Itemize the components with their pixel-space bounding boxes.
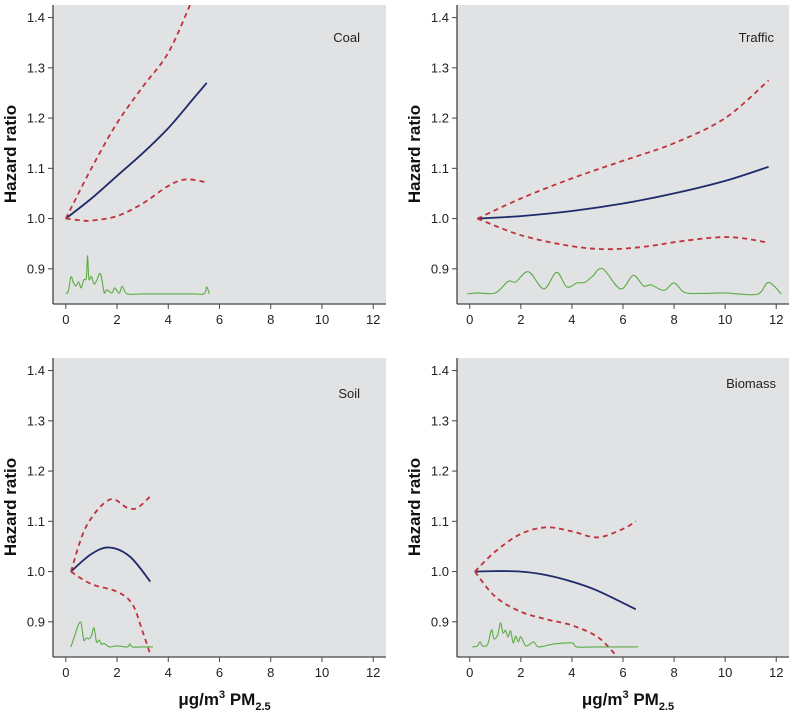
panel-label: Biomass <box>726 376 776 391</box>
panel-label: Traffic <box>739 30 775 45</box>
y-tick-label: 1.3 <box>27 60 45 75</box>
series-group <box>70 495 153 655</box>
y-tick-label: 1.2 <box>27 464 45 479</box>
x-axis-title: μg/m3 PM2.5 <box>582 689 674 713</box>
plot-area <box>457 5 789 304</box>
upper-ci-line <box>70 495 151 572</box>
x-tick-label: 4 <box>165 665 172 680</box>
x-tick-label: 6 <box>216 665 223 680</box>
upper-ci-line <box>64 5 191 220</box>
x-tick-label: 2 <box>113 312 120 327</box>
x-tick-label: 8 <box>670 665 677 680</box>
x-axis-title-pollutant: PM <box>225 690 255 709</box>
hazard-ratio-line <box>474 570 637 611</box>
x-tick-label: 10 <box>315 665 329 680</box>
panel-label: Coal <box>333 30 360 45</box>
hazard-ratio-line <box>70 546 152 583</box>
plot-area <box>53 5 386 304</box>
lower-ci-line <box>477 217 769 251</box>
y-tick-label: 1.0 <box>27 564 45 579</box>
x-axis-title: μg/m3 PM2.5 <box>178 689 270 713</box>
y-tick-label: 1.4 <box>27 363 45 378</box>
y-tick-label: 0.9 <box>27 261 45 276</box>
x-tick-label: 10 <box>718 312 732 327</box>
y-tick-label: 1.3 <box>431 413 449 428</box>
x-tick-label: 4 <box>568 665 575 680</box>
x-tick-label: 6 <box>619 665 626 680</box>
x-tick-label: 0 <box>62 665 69 680</box>
x-axis-title-superscript: 3 <box>219 689 225 701</box>
panel-biomass: 0.9 1.0 1.1 1.2 1.3 1.4 0 2 4 6 8 10 12 Hazard ratio B… <box>405 358 789 713</box>
lower-ci-line <box>65 178 207 222</box>
plot-area <box>53 358 386 657</box>
x-tick-label: 12 <box>366 312 380 327</box>
x-tick-label: 0 <box>62 312 69 327</box>
y-tick-label: 1.4 <box>431 363 449 378</box>
x-tick-label: 8 <box>267 312 274 327</box>
y-tick-label: 1.1 <box>27 161 45 176</box>
y-tick-label: 1.0 <box>27 211 45 226</box>
y-tick-label: 1.2 <box>431 111 449 126</box>
series-group <box>472 520 639 656</box>
x-tick-label: 12 <box>769 312 783 327</box>
upper-ci-line <box>477 79 770 220</box>
series-group <box>467 79 782 296</box>
lower-ci-line <box>70 570 152 655</box>
y-tick-label: 1.3 <box>27 413 45 428</box>
y-tick-label: 0.9 <box>431 261 449 276</box>
plot-area <box>457 358 789 657</box>
x-tick-label: 6 <box>619 312 626 327</box>
panel-coal: 0.9 1.0 1.1 1.2 1.3 1.4 0 2 4 6 8 10 12 Hazard ratio C… <box>1 5 386 327</box>
exposure-density-line <box>70 621 153 648</box>
x-tick-label: 8 <box>267 665 274 680</box>
y-tick-label: 1.1 <box>431 514 449 529</box>
x-axis-title-pollutant: PM <box>629 690 659 709</box>
y-tick-label: 0.9 <box>431 614 449 629</box>
x-tick-label: 2 <box>113 665 120 680</box>
x-tick-label: 2 <box>517 312 524 327</box>
series-group <box>64 5 210 296</box>
y-tick-label: 1.0 <box>431 564 449 579</box>
x-axis-title-subscript: 2.5 <box>255 701 270 713</box>
y-tick-label: 1.2 <box>27 111 45 126</box>
panel-label: Soil <box>338 386 360 401</box>
y-tick-label: 1.1 <box>27 514 45 529</box>
y-tick-label: 1.4 <box>431 10 449 25</box>
y-tick-label: 1.2 <box>431 464 449 479</box>
x-axis-title-subscript: 2.5 <box>659 701 674 713</box>
x-tick-label: 4 <box>568 312 575 327</box>
x-tick-label: 10 <box>315 312 329 327</box>
x-tick-label: 2 <box>517 665 524 680</box>
panel-traffic: 0.9 1.0 1.1 1.2 1.3 1.4 0 2 4 6 8 10 12 Hazard ratio T… <box>405 5 789 327</box>
y-axis-title: Hazard ratio <box>405 105 424 203</box>
x-tick-label: 10 <box>718 665 732 680</box>
hazard-ratio-line <box>65 82 208 220</box>
y-tick-label: 0.9 <box>27 614 45 629</box>
upper-ci-line <box>474 520 637 573</box>
y-tick-label: 1.3 <box>431 60 449 75</box>
y-tick-label: 1.4 <box>27 10 45 25</box>
y-tick-label: 1.0 <box>431 211 449 226</box>
exposure-density-line <box>472 622 639 648</box>
hazard-ratio-line <box>477 165 769 220</box>
x-tick-label: 6 <box>216 312 223 327</box>
x-axis-title-superscript: 3 <box>622 689 628 701</box>
x-tick-label: 8 <box>670 312 677 327</box>
x-tick-label: 12 <box>769 665 783 680</box>
y-axis-title: Hazard ratio <box>405 458 424 556</box>
x-tick-label: 12 <box>366 665 380 680</box>
exposure-density-line <box>65 255 210 296</box>
x-tick-label: 0 <box>466 665 473 680</box>
x-tick-label: 0 <box>466 312 473 327</box>
x-axis-title-unit: μg/m <box>178 690 219 709</box>
y-tick-label: 1.1 <box>431 161 449 176</box>
panel-soil: 0.9 1.0 1.1 1.2 1.3 1.4 0 2 4 6 8 10 12 Hazard ratio S… <box>1 358 386 713</box>
y-axis-title: Hazard ratio <box>1 458 20 556</box>
exposure-density-line <box>467 267 782 296</box>
x-axis-title-unit: μg/m <box>582 690 623 709</box>
y-axis-title: Hazard ratio <box>1 105 20 203</box>
x-tick-label: 4 <box>165 312 172 327</box>
